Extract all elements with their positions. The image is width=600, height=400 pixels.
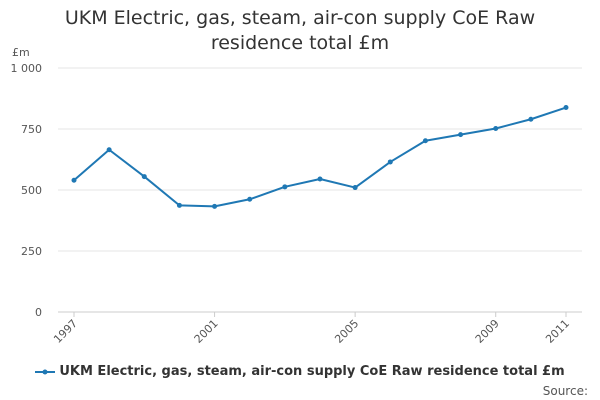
y-tick-label: 0 [35, 306, 42, 319]
data-point[interactable] [212, 203, 218, 209]
data-point[interactable] [352, 185, 358, 191]
y-tick-label: 250 [21, 245, 42, 258]
data-point[interactable] [141, 174, 147, 180]
x-tick-label: 1997 [51, 317, 80, 346]
y-axis: 0 250 500 750 1 000 [11, 62, 43, 319]
y-tick-label: 750 [21, 123, 42, 136]
x-tick-label: 2009 [473, 317, 502, 346]
x-tick-label: 2005 [332, 317, 361, 346]
series-layer [71, 105, 569, 209]
data-point[interactable] [458, 132, 464, 138]
data-point[interactable] [71, 177, 77, 183]
y-tick-label: 1 000 [11, 62, 43, 75]
series-line [73, 106, 567, 208]
data-point[interactable] [317, 176, 323, 182]
x-tick-label: 2011 [543, 317, 572, 346]
data-point[interactable] [106, 147, 112, 153]
legend-line-marker-icon [35, 366, 56, 378]
data-point[interactable] [247, 196, 253, 202]
legend[interactable]: UKM Electric, gas, steam, air-con supply… [0, 364, 600, 379]
x-tick-label: 2001 [192, 317, 221, 346]
data-point[interactable] [422, 138, 428, 144]
x-axis: 1997 2001 2005 2009 2011 [51, 312, 572, 346]
y-axis-label: £m [12, 46, 30, 59]
data-point[interactable] [282, 184, 288, 190]
data-point[interactable] [563, 105, 569, 111]
source-label: Source: [542, 384, 588, 398]
legend-label: UKM Electric, gas, steam, air-con supply… [59, 364, 565, 379]
data-point[interactable] [176, 202, 182, 208]
grid-lines [58, 67, 582, 313]
data-point[interactable] [493, 126, 499, 132]
chart-title: UKM Electric, gas, steam, air-con supply… [64, 7, 536, 54]
data-point[interactable] [528, 116, 534, 122]
data-point[interactable] [387, 159, 393, 165]
y-tick-label: 500 [21, 184, 42, 197]
